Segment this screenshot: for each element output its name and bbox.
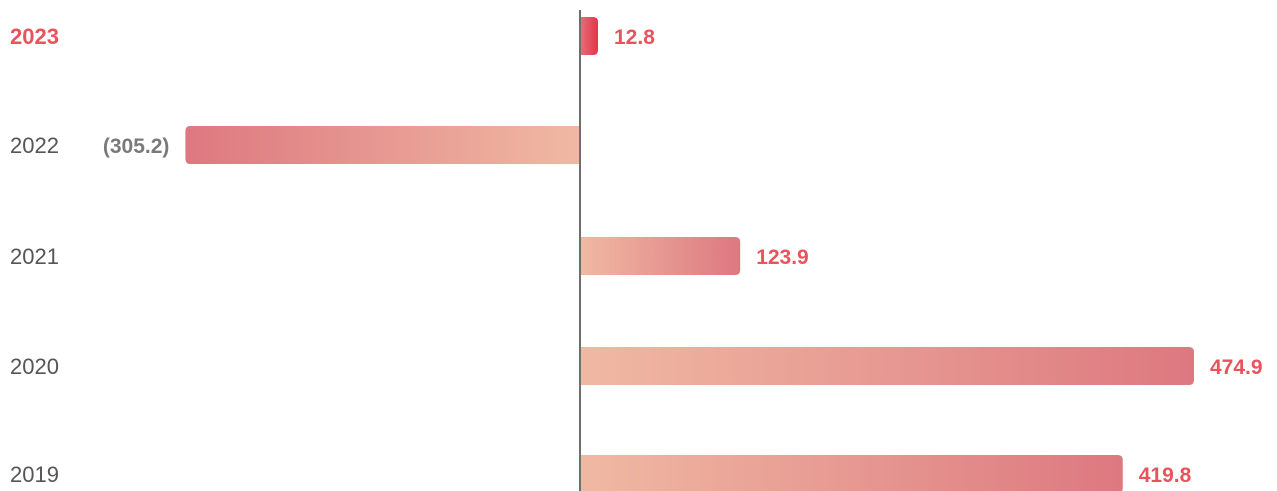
- bar-2020: [580, 347, 1194, 385]
- bar-2021: [580, 237, 741, 275]
- bars-layer: [185, 17, 1194, 491]
- year-label-2021: 2021: [10, 244, 59, 269]
- bar-2022: [185, 126, 581, 164]
- value-label-2019: 419.8: [1139, 464, 1192, 487]
- year-label-2019: 2019: [10, 462, 59, 487]
- bar-2019: [580, 455, 1123, 491]
- labels-layer: 2023 12.8 2022 (305.2) 2021 123.9 2020 474.9 201…: [10, 24, 1263, 487]
- value-label-2023: 12.8: [614, 26, 655, 49]
- year-label-2023: 2023: [10, 24, 59, 49]
- bar-2023: [580, 17, 598, 55]
- value-label-2021: 123.9: [756, 246, 809, 269]
- value-label-2020: 474.9: [1210, 356, 1263, 379]
- year-label-2020: 2020: [10, 354, 59, 379]
- value-label-2022: (305.2): [103, 135, 170, 158]
- year-label-2022: 2022: [10, 133, 59, 158]
